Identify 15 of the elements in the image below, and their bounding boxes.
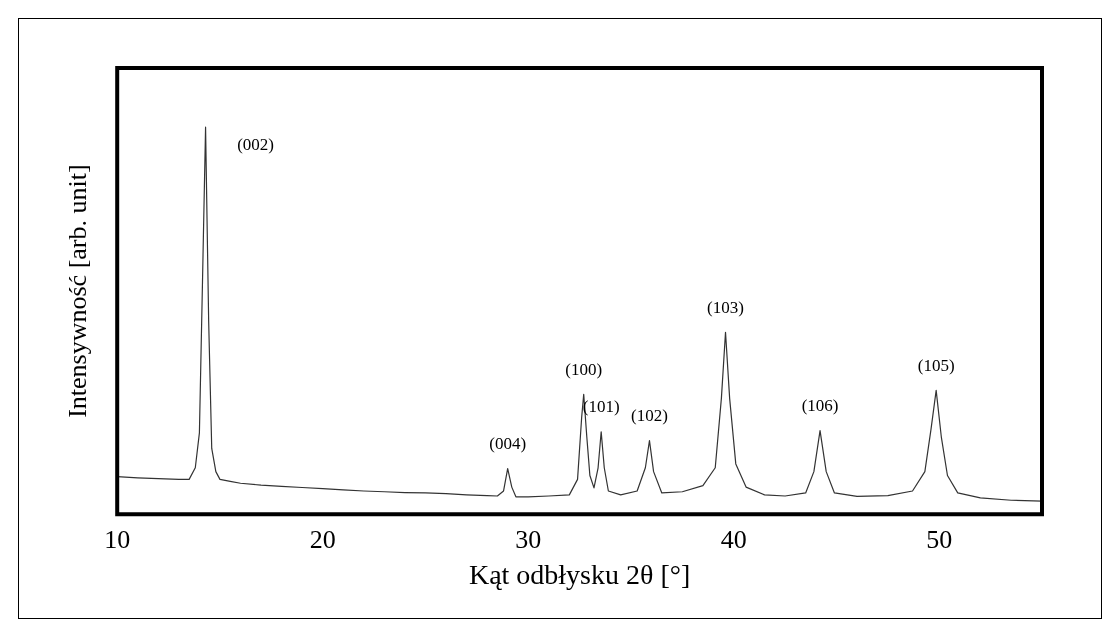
x-tick-label: 40	[720, 524, 747, 554]
annotation: (100)	[565, 359, 603, 379]
annotation: (105)	[917, 355, 955, 375]
annotation: (004)	[489, 434, 527, 453]
annotation: (002)	[237, 134, 274, 154]
x-tick-label: 30	[515, 524, 542, 554]
annotation: (102)	[631, 406, 668, 426]
x-tick-label: 20	[309, 524, 336, 554]
x-tick-label: 10	[104, 524, 131, 554]
y-axis-title: Intensywność [arb. unit]	[63, 164, 93, 418]
x-tick-label: 50	[926, 524, 953, 554]
annotation: (106)	[801, 396, 839, 416]
annotation: (101)	[582, 397, 620, 417]
x-axis-title: Kąt odbłysku 2θ [°]	[468, 558, 691, 590]
annotation: (103)	[707, 297, 744, 317]
